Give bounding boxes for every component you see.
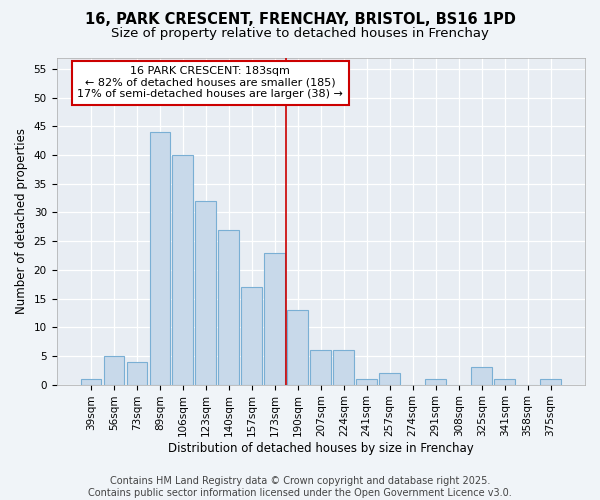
Bar xyxy=(127,362,147,384)
Bar xyxy=(425,379,446,384)
Bar xyxy=(104,356,124,384)
Bar xyxy=(149,132,170,384)
Bar xyxy=(196,201,216,384)
Text: Contains HM Land Registry data © Crown copyright and database right 2025.
Contai: Contains HM Land Registry data © Crown c… xyxy=(88,476,512,498)
Bar xyxy=(356,379,377,384)
Bar xyxy=(540,379,561,384)
Bar xyxy=(265,252,285,384)
Bar xyxy=(494,379,515,384)
Text: 16, PARK CRESCENT, FRENCHAY, BRISTOL, BS16 1PD: 16, PARK CRESCENT, FRENCHAY, BRISTOL, BS… xyxy=(85,12,515,28)
Bar xyxy=(334,350,354,384)
Bar xyxy=(218,230,239,384)
Bar xyxy=(172,155,193,384)
X-axis label: Distribution of detached houses by size in Frenchay: Distribution of detached houses by size … xyxy=(168,442,473,455)
Bar xyxy=(310,350,331,384)
Y-axis label: Number of detached properties: Number of detached properties xyxy=(15,128,28,314)
Text: Size of property relative to detached houses in Frenchay: Size of property relative to detached ho… xyxy=(111,28,489,40)
Bar xyxy=(379,373,400,384)
Text: 16 PARK CRESCENT: 183sqm
← 82% of detached houses are smaller (185)
17% of semi-: 16 PARK CRESCENT: 183sqm ← 82% of detach… xyxy=(77,66,343,100)
Bar xyxy=(472,368,492,384)
Bar xyxy=(241,287,262,384)
Bar xyxy=(287,310,308,384)
Bar xyxy=(80,379,101,384)
